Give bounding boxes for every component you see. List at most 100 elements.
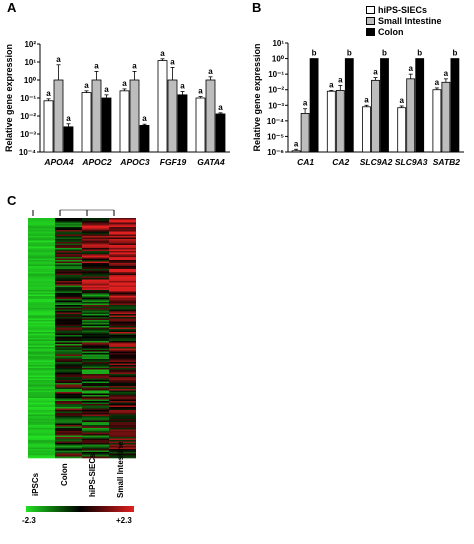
heatmap-cell-small-intestine bbox=[109, 255, 136, 258]
heatmap-cell-hips-siecs bbox=[82, 363, 109, 366]
heatmap-cell-hips-siecs bbox=[82, 332, 109, 334]
heatmap-cell-hips-siecs bbox=[82, 237, 109, 240]
legend-item-colon: Colon bbox=[366, 26, 442, 37]
y-tick-label: 10¹ bbox=[24, 58, 36, 67]
heatmap-cell-ipscs bbox=[28, 261, 55, 264]
heatmap-cell-ipscs bbox=[28, 302, 55, 304]
heatmap-cell-hips-siecs bbox=[82, 396, 109, 399]
heatmap-cell-small-intestine bbox=[109, 426, 136, 429]
heatmap-cell-small-intestine bbox=[109, 294, 136, 297]
heatmap-cell-colon bbox=[55, 240, 82, 243]
heatmap-cell-ipscs bbox=[28, 374, 55, 376]
heatmap-cell-colon bbox=[55, 288, 82, 291]
heatmap-cell-hips-siecs bbox=[82, 285, 109, 288]
heatmap-cell-small-intestine bbox=[109, 254, 136, 256]
heatmap-cell-small-intestine bbox=[109, 278, 136, 280]
y-tick-label: 10⁻² bbox=[20, 112, 36, 121]
x-tick-label-ca2: CA2 bbox=[332, 157, 349, 167]
x-tick-label-satb2: SATB2 bbox=[433, 157, 461, 167]
heatmap-cell-colon bbox=[55, 315, 82, 318]
heatmap-cell-colon bbox=[55, 443, 82, 445]
heatmap-cell-small-intestine bbox=[109, 378, 136, 381]
heatmap-cell-colon bbox=[55, 219, 82, 222]
heatmap-cell-small-intestine bbox=[109, 302, 136, 304]
heatmap-cell-ipscs bbox=[28, 414, 55, 417]
bar-hips-siecs-apoc2 bbox=[81, 92, 92, 153]
heatmap-cell-small-intestine bbox=[109, 333, 136, 336]
heatmap-cell-hips-siecs bbox=[82, 245, 109, 247]
heatmap-cell-hips-siecs bbox=[82, 354, 109, 357]
heatmap-cell-colon bbox=[55, 380, 82, 382]
heatmap-cell-small-intestine bbox=[109, 233, 136, 235]
heatmap-cell-hips-siecs bbox=[82, 308, 109, 310]
heatmap-cell-colon bbox=[55, 344, 82, 346]
heatmap-cell-ipscs bbox=[28, 443, 55, 445]
significance-label: b bbox=[452, 49, 457, 58]
heatmap-cell-hips-siecs bbox=[82, 338, 109, 340]
heatmap-cell-colon bbox=[55, 377, 82, 379]
heatmap-cell-hips-siecs bbox=[82, 335, 109, 337]
heatmap-cell-hips-siecs bbox=[82, 444, 109, 447]
heatmap-cell-small-intestine bbox=[109, 258, 136, 261]
heatmap-cell-ipscs bbox=[28, 455, 55, 457]
heatmap-cell-colon bbox=[55, 444, 82, 447]
heatmap-cell-colon bbox=[55, 252, 82, 255]
heatmap-cell-small-intestine bbox=[109, 311, 136, 313]
heatmap-cell-small-intestine bbox=[109, 248, 136, 250]
heatmap-cell-ipscs bbox=[28, 240, 55, 243]
heatmap-cell-small-intestine bbox=[109, 380, 136, 382]
heatmap-cell-ipscs bbox=[28, 315, 55, 318]
heatmap-cell-hips-siecs bbox=[82, 437, 109, 439]
heatmap-cell-colon bbox=[55, 402, 82, 405]
heatmap-cell-hips-siecs bbox=[82, 351, 109, 354]
heatmap-cell-colon bbox=[55, 389, 82, 391]
heatmap-cell-colon bbox=[55, 356, 82, 358]
heatmap-cell-small-intestine bbox=[109, 320, 136, 322]
heatmap-cell-colon bbox=[55, 410, 82, 412]
heatmap-cell-ipscs bbox=[28, 282, 55, 285]
heatmap-cell-colon bbox=[55, 450, 82, 453]
heatmap-cell-small-intestine bbox=[109, 264, 136, 267]
significance-label: b bbox=[382, 49, 387, 58]
heatmap-cell-colon bbox=[55, 435, 82, 438]
heatmap-cell-ipscs bbox=[28, 336, 55, 339]
heatmap-cell-colon bbox=[55, 426, 82, 429]
heatmap-cell-small-intestine bbox=[109, 419, 136, 421]
heatmap-cell-colon bbox=[55, 329, 82, 331]
heatmap-cell-colon bbox=[55, 432, 82, 435]
heatmap-cell-hips-siecs bbox=[82, 240, 109, 243]
heatmap-cell-colon bbox=[55, 267, 82, 270]
heatmap-cell-small-intestine bbox=[109, 314, 136, 316]
heatmap-cell-small-intestine bbox=[109, 239, 136, 241]
heatmap-cell-small-intestine bbox=[109, 438, 136, 441]
heatmap-cell-hips-siecs bbox=[82, 380, 109, 382]
bar-small-intestine-apoc3 bbox=[129, 79, 140, 153]
legend-label-colon: Colon bbox=[378, 26, 404, 37]
heatmap-cell-small-intestine bbox=[109, 236, 136, 238]
heatmap-cell-ipscs bbox=[28, 321, 55, 324]
y-tick-label: 10⁻¹ bbox=[20, 94, 36, 103]
heatmap-cell-hips-siecs bbox=[82, 317, 109, 319]
heatmap-cell-colon bbox=[55, 351, 82, 354]
heatmap-cell-colon bbox=[55, 441, 82, 444]
heatmap-cell-small-intestine bbox=[109, 368, 136, 370]
heatmap-cell-hips-siecs bbox=[82, 425, 109, 427]
heatmap-cell-colon bbox=[55, 398, 82, 400]
bar-hips-siecs-ca1 bbox=[291, 150, 301, 153]
heatmap-cell-small-intestine bbox=[109, 410, 136, 412]
heatmap-cell-colon bbox=[55, 218, 82, 220]
heatmap-cell-small-intestine bbox=[109, 252, 136, 255]
heatmap-cell-ipscs bbox=[28, 285, 55, 288]
heatmap-cell-hips-siecs bbox=[82, 284, 109, 286]
heatmap-cell-hips-siecs bbox=[82, 431, 109, 433]
heatmap-cell-colon bbox=[55, 282, 82, 285]
significance-label: a bbox=[46, 89, 51, 98]
heatmap-cell-ipscs bbox=[28, 320, 55, 322]
heatmap-cell-ipscs bbox=[28, 347, 55, 349]
significance-label: a bbox=[208, 67, 213, 76]
heatmap-cell-colon bbox=[55, 365, 82, 367]
heatmap-cell-ipscs bbox=[28, 404, 55, 406]
heatmap-cell-hips-siecs bbox=[82, 257, 109, 259]
heatmap-cell-small-intestine bbox=[109, 228, 136, 231]
heatmap-cell-colon bbox=[55, 434, 82, 436]
